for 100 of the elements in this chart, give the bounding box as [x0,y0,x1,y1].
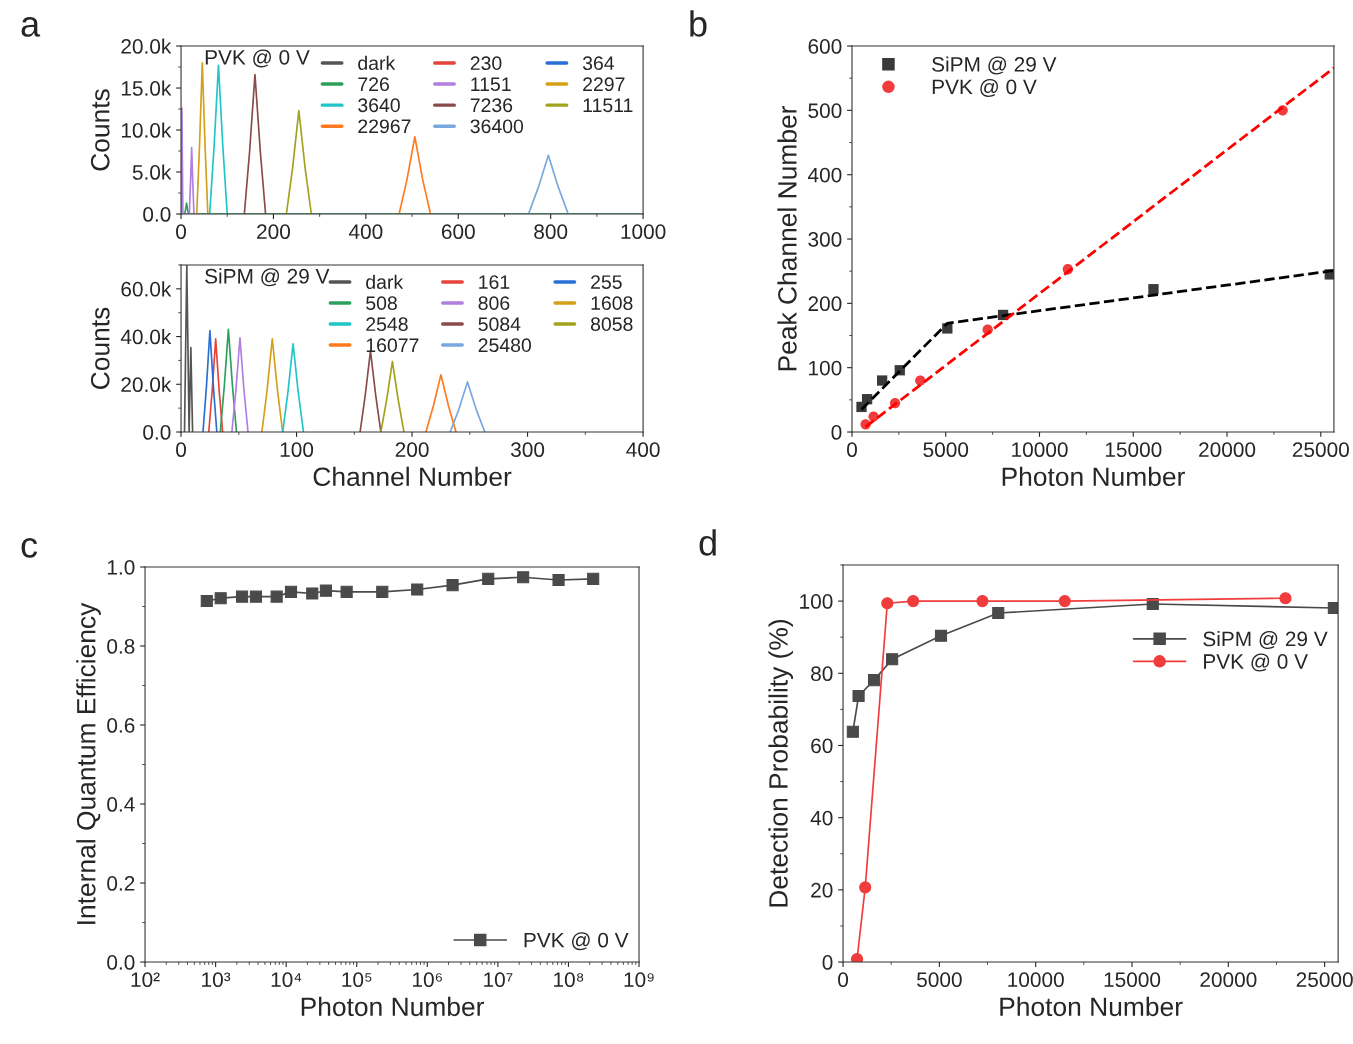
y-tick-label: 20.0k [121,38,172,54]
y-tick-label: 0.0 [107,955,135,970]
y-axis-title: Peak Channel Number [777,105,797,371]
x-tick-label: 300 [510,442,545,458]
point [876,375,888,386]
y-axis-title: Counts [90,89,110,171]
point [886,653,899,666]
y-tick-label: 15.0k [121,80,172,96]
x-tick-label: 400 [626,442,660,458]
x-axis-title: Photon Number [1002,466,1185,487]
x-tick-label: 800 [534,224,568,240]
x-tick-label: 0 [176,224,187,240]
legend-label: PVK @ 0 V [1204,653,1308,672]
legend-label: 16077 [366,338,419,353]
legend-label: SiPM @ 29 V [932,56,1057,75]
x-tick-label: 200 [395,442,429,458]
x-tick-label: 10³ [202,972,231,988]
x-tick-label: 200 [257,224,291,240]
legend-label: 1151 [471,77,511,92]
point [907,595,920,608]
legend-label: 11511 [583,98,633,113]
point [867,674,881,687]
point [934,629,948,642]
legend-label: 161 [479,275,510,289]
y-tick-label: 0.8 [107,639,135,654]
text: b [690,10,707,37]
x-tick-label: 10⁵ [342,972,372,988]
y-tick-label: 600 [808,39,842,54]
legend-title: SiPM @ 29 V [205,268,330,287]
legend-label: 3640 [358,98,400,113]
legend-title: PVK @ 0 V [205,49,310,68]
x-tick-label: 5000 [917,972,962,988]
legend-label: PVK @ 0 V [524,932,629,951]
y-tick-label: 1.0 [107,560,135,575]
x-tick-label: 15000 [1105,442,1162,458]
y-axis-title: Counts [90,307,110,389]
x-tick-label: 1000 [621,224,666,240]
legend-label: 8058 [590,317,633,332]
legend-label: 2297 [583,77,625,92]
y-tick-label: 0 [831,425,842,440]
legend-label: 7236 [470,98,513,113]
x-tick-label: 10⁶ [413,972,442,988]
point [1058,595,1071,608]
x-tick-label: 5000 [923,442,969,458]
text: d [699,529,716,556]
y-tick-label: 400 [807,167,842,183]
y-axis-title: Detection Probability (%) [768,619,794,907]
y-tick-label: 0.6 [107,718,135,733]
y-tick-label: 80 [811,666,833,682]
legend-label: SiPM @ 29 V [1203,631,1328,649]
y-tick-label: 200 [808,296,842,312]
x-tick-label: 10⁴ [271,972,302,988]
point [1148,284,1159,295]
x-tick-label: 0 [847,442,857,458]
x-tick-label: 10² [131,972,160,988]
x-tick-label: 20000 [1199,442,1256,458]
legend-label: 25480 [478,338,532,353]
point [1279,592,1292,605]
y-tick-label: 0.2 [107,876,135,891]
x-tick-label: 10⁹ [624,972,654,988]
y-tick-label: 0.0 [143,425,171,440]
y-tick-label: 60.0k [121,281,172,297]
x-tick-label: 25000 [1292,442,1349,458]
y-axis-title: Internal Quantum Efficiency [76,602,101,924]
y-tick-label: 0 [822,955,833,970]
x-tick-label: 10000 [1008,972,1064,988]
legend-label: dark [366,274,404,289]
text: a [21,17,41,37]
x-tick-label: 100 [280,442,314,458]
legend-label: 726 [358,77,389,92]
point [976,595,989,608]
legend-label: 508 [366,296,397,311]
point [852,689,865,703]
y-tick-label: 10.0k [121,122,172,138]
x-axis-title: Channel Number [313,466,512,487]
legend-label: 806 [478,296,510,311]
point [881,597,894,610]
point [850,953,864,963]
y-tick-label: 20 [811,882,833,898]
y-tick-label: 40.0k [120,329,172,345]
y-tick-label: 100 [809,360,842,376]
x-tick-label: 10000 [1012,442,1068,458]
legend-label: PVK @ 0 V [932,79,1037,97]
y-tick-label: 500 [808,103,842,119]
legend-label: 5084 [478,317,521,332]
legend-label: 22967 [358,119,411,134]
text: c [21,537,38,558]
x-tick-label: 10⁷ [484,972,513,988]
x-tick-label: 0 [176,442,187,458]
legend-label: dark [358,55,396,71]
legend-label: 230 [470,56,502,71]
x-tick-label: 400 [348,224,383,240]
point [915,375,926,386]
y-tick-label: 100 [800,594,833,609]
y-tick-label: 40 [810,810,833,826]
legend-label: 1608 [591,296,633,311]
legend-label: 255 [591,275,622,289]
legend-label: 2548 [366,317,408,332]
x-tick-label: 600 [441,224,475,240]
x-tick-label: 25000 [1296,972,1353,988]
